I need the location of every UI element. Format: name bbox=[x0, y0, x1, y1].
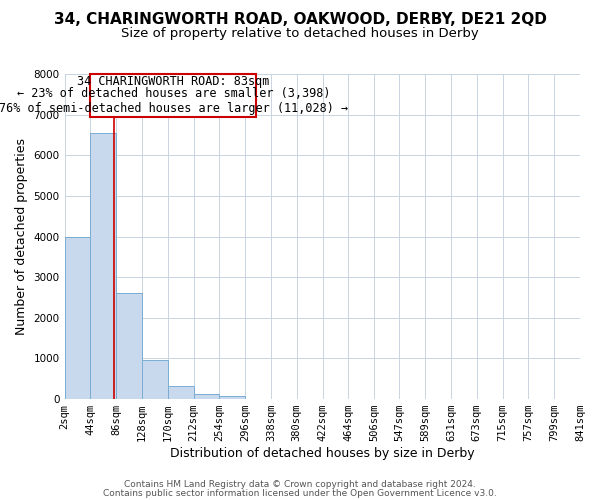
Bar bbox=[142, 360, 168, 399]
Bar bbox=[220, 396, 245, 399]
Text: Contains HM Land Registry data © Crown copyright and database right 2024.: Contains HM Land Registry data © Crown c… bbox=[124, 480, 476, 489]
Bar bbox=[168, 386, 194, 399]
Bar bbox=[116, 294, 142, 399]
Text: Contains public sector information licensed under the Open Government Licence v3: Contains public sector information licen… bbox=[103, 489, 497, 498]
Bar bbox=[91, 133, 116, 399]
Bar bbox=[194, 394, 220, 399]
Text: 34 CHARINGWORTH ROAD: 83sqm: 34 CHARINGWORTH ROAD: 83sqm bbox=[77, 75, 269, 88]
Text: ← 23% of detached houses are smaller (3,398): ← 23% of detached houses are smaller (3,… bbox=[17, 86, 330, 100]
Text: 34, CHARINGWORTH ROAD, OAKWOOD, DERBY, DE21 2QD: 34, CHARINGWORTH ROAD, OAKWOOD, DERBY, D… bbox=[53, 12, 547, 28]
Text: Size of property relative to detached houses in Derby: Size of property relative to detached ho… bbox=[121, 28, 479, 40]
Y-axis label: Number of detached properties: Number of detached properties bbox=[15, 138, 28, 335]
Text: 76% of semi-detached houses are larger (11,028) →: 76% of semi-detached houses are larger (… bbox=[0, 102, 348, 115]
Bar bbox=[91, 74, 256, 116]
X-axis label: Distribution of detached houses by size in Derby: Distribution of detached houses by size … bbox=[170, 447, 475, 460]
Bar bbox=[65, 236, 91, 399]
